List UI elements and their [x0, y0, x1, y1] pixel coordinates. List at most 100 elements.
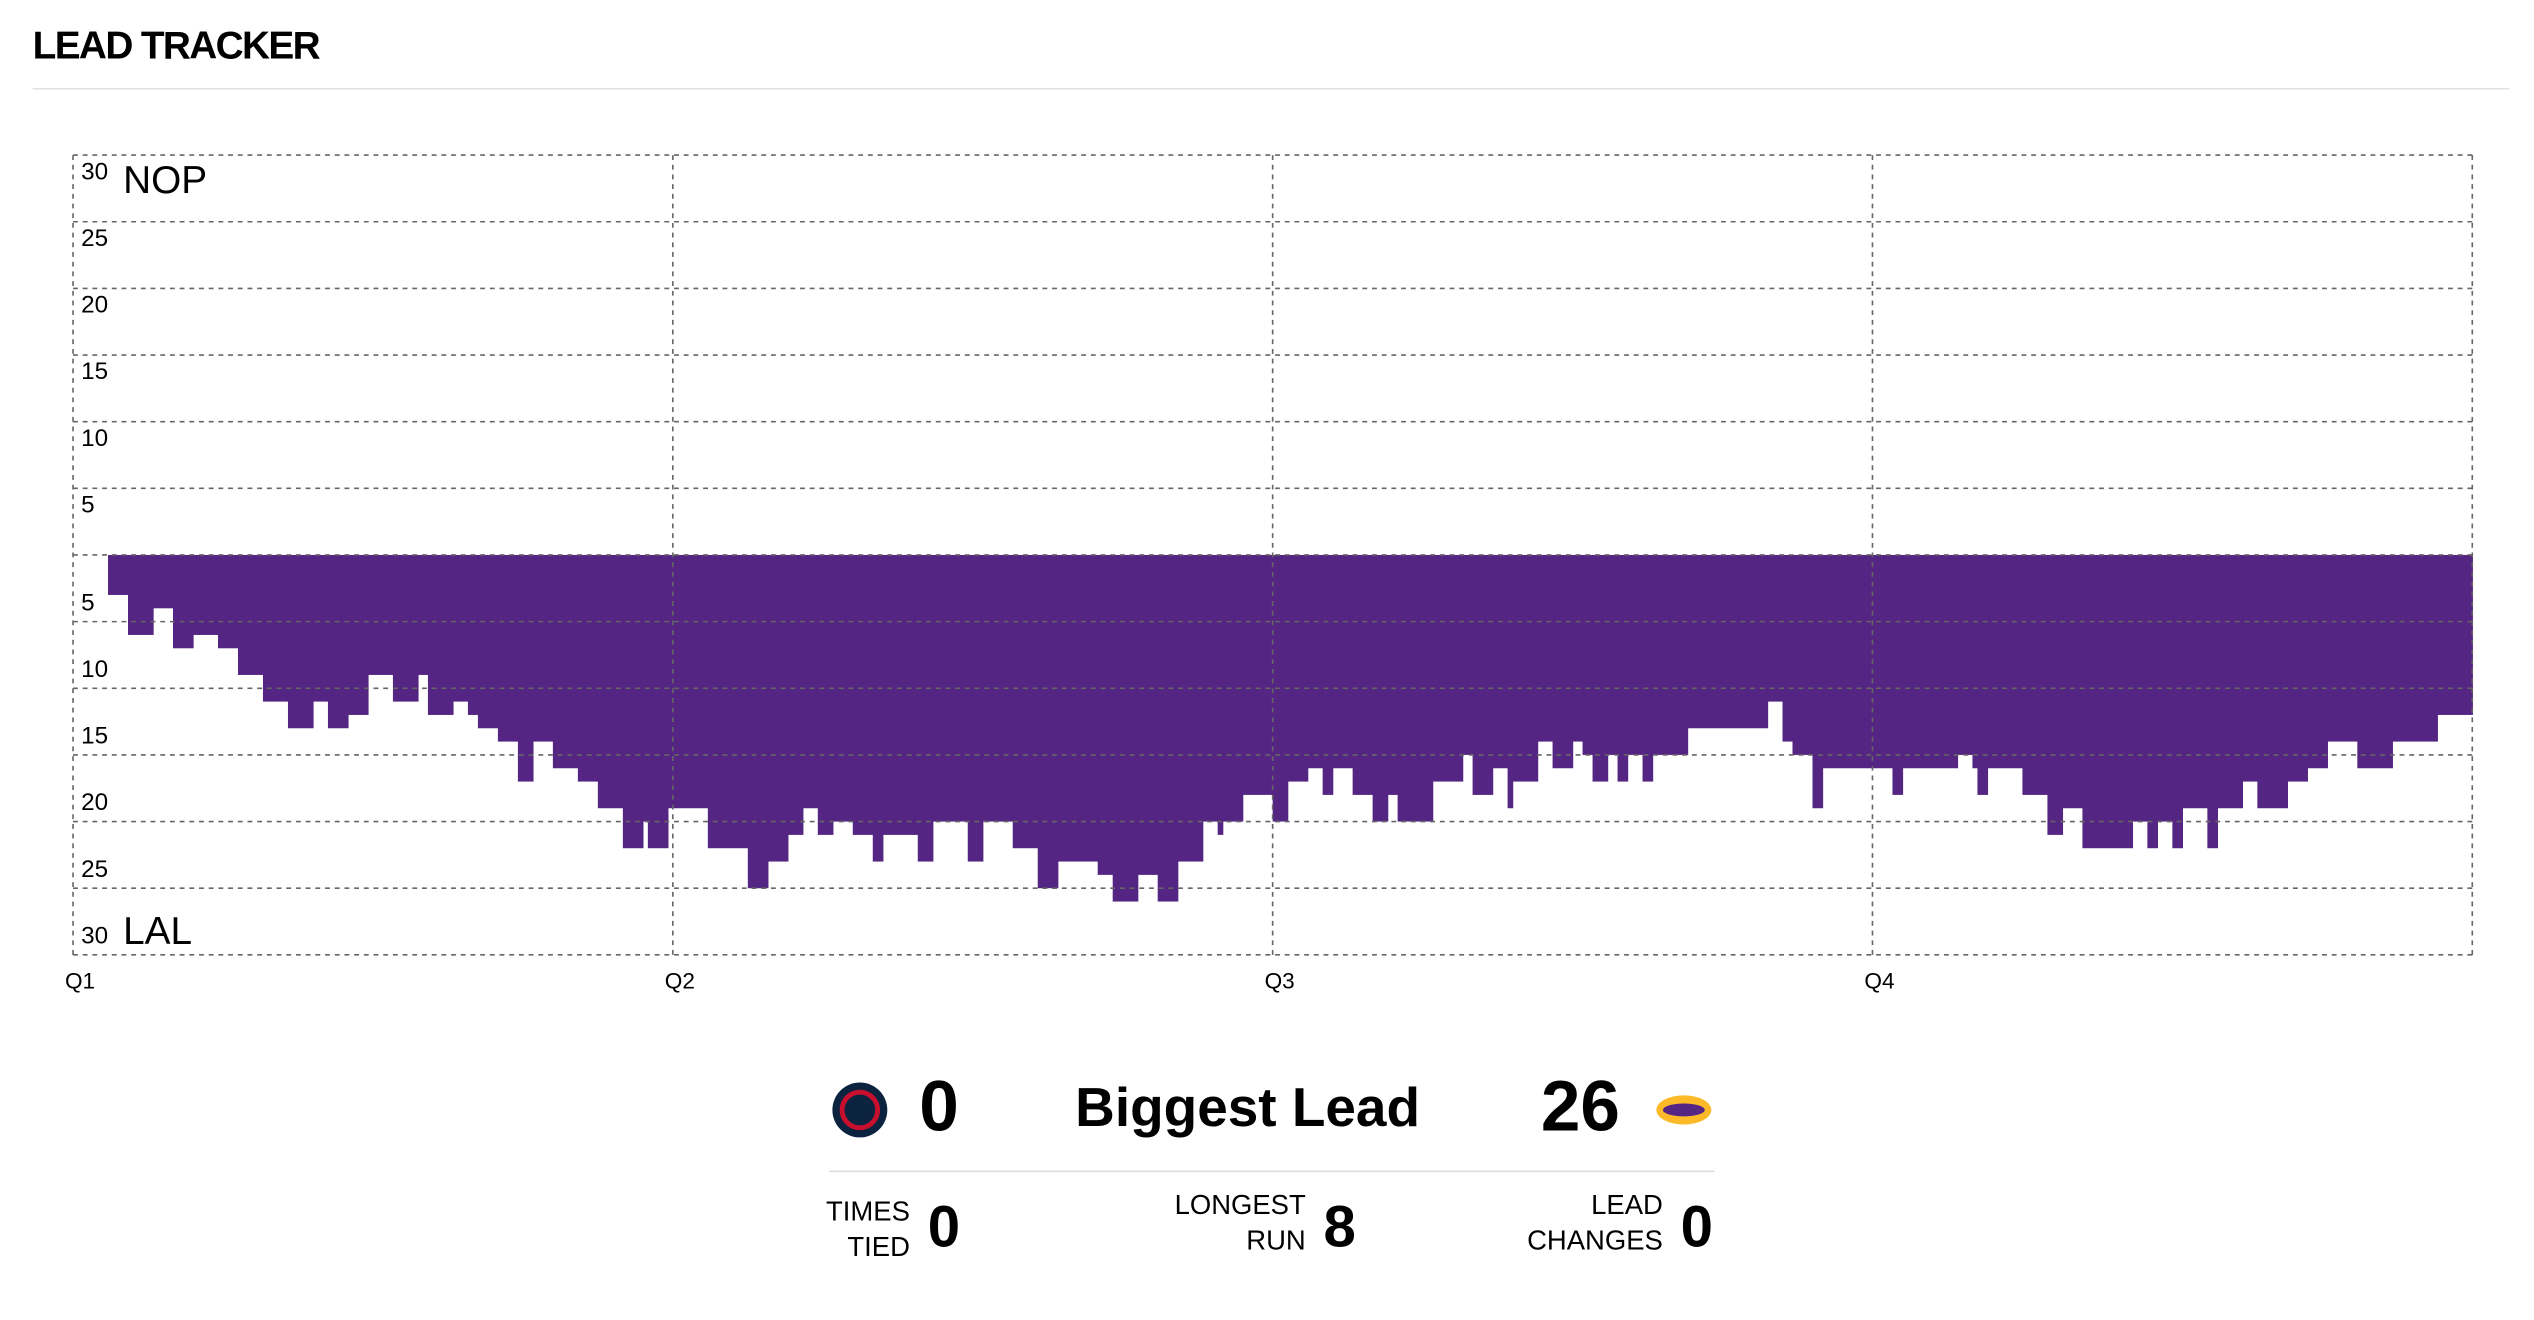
lead-step [1242, 554, 1274, 795]
stat-label: RUN [1246, 1225, 1305, 1256]
lead-step [667, 554, 709, 809]
lead-step [152, 554, 174, 609]
x-tick-label: Q1 [65, 968, 95, 993]
lead-step [532, 554, 554, 742]
y-tick-label: 30 [81, 922, 108, 949]
lead-step [1642, 554, 1654, 782]
team-bottom: LAL [123, 910, 192, 953]
lead-step [552, 554, 579, 769]
lead-step [1512, 554, 1539, 782]
stat-value: 8 [1324, 1194, 1356, 1259]
y-tick-label: 25 [81, 225, 108, 252]
y-tick-label: 20 [81, 789, 108, 816]
lead-step [882, 554, 919, 835]
lead-step [2147, 554, 2159, 849]
lal-logo-band [1662, 1103, 1705, 1117]
lead-step [217, 554, 239, 649]
lead-step [2182, 554, 2209, 809]
lead-step [1507, 554, 1514, 809]
lead-step [1037, 554, 1059, 889]
home-biggest-lead: 0 [919, 1067, 959, 1146]
lead-step [2172, 554, 2184, 849]
lead-step [967, 554, 984, 862]
lead-step [327, 554, 349, 729]
lead-step [1822, 554, 1894, 769]
lead-step [1307, 554, 1324, 769]
lead-step [1987, 554, 2024, 769]
lead-step [172, 554, 194, 649]
lead-step [1112, 554, 1139, 902]
lead-step [787, 554, 804, 835]
lead-step [577, 554, 599, 782]
lead-step [2242, 554, 2258, 782]
lead-step [1812, 554, 1824, 809]
lead-step [802, 554, 819, 809]
y-tick-label: 20 [81, 292, 108, 319]
lead-step [192, 554, 219, 635]
lead-step [392, 554, 419, 702]
lead-step [2437, 554, 2473, 715]
lead-step [622, 554, 644, 849]
lead-step [497, 554, 519, 742]
lead-step [367, 554, 394, 675]
x-tick-label: Q4 [1864, 968, 1894, 993]
lead-step [1977, 554, 1989, 795]
lead-step [2082, 554, 2134, 849]
lead-step [1322, 554, 1334, 795]
lead-step [1687, 554, 1769, 729]
lead-step [1902, 554, 1959, 769]
lead-step [2357, 554, 2393, 769]
lead-step [237, 554, 264, 675]
lead-step [2392, 554, 2438, 742]
lead-step [1492, 554, 1509, 769]
lead-step [1057, 554, 1099, 862]
lead-step [1177, 554, 1204, 862]
lead-step [707, 554, 749, 849]
lead-step [312, 554, 329, 702]
lead-step [2217, 554, 2244, 809]
biggest-lead-title: Biggest Lead [1075, 1076, 1420, 1138]
lead-step [1782, 554, 1794, 742]
lead-step [1552, 554, 1574, 769]
y-tick-label: 30 [81, 158, 108, 185]
lead-step [1332, 554, 1354, 769]
lead-step [597, 554, 624, 809]
lead-step [2047, 554, 2064, 835]
away-biggest-lead: 26 [1541, 1067, 1620, 1146]
nop-logo-ring [839, 1089, 881, 1131]
lead-step [262, 554, 289, 702]
lead-step [1352, 554, 1374, 795]
stat-value: 0 [928, 1194, 960, 1259]
lead-step [1097, 554, 1114, 875]
lead-step [1627, 554, 1644, 755]
lead-step [2207, 554, 2219, 849]
y-tick-label: 5 [81, 492, 94, 519]
x-tick-label: Q2 [665, 968, 695, 993]
team-top: NOP [123, 159, 207, 202]
lead-step [872, 554, 884, 862]
stat-value: 0 [1681, 1194, 1713, 1259]
lead-step [1957, 554, 1974, 755]
lead-step [1592, 554, 1609, 782]
lead-step [2287, 554, 2308, 782]
lead-step [452, 554, 469, 702]
lead-chart: 30 25 20 15 10 5 5 10 15 20 25 30 Q1 Q2 Q3 Q4 NOP LAL [65, 154, 2474, 993]
y-tick-label: 25 [81, 856, 108, 883]
stat-label: TIMES [826, 1196, 910, 1227]
lead-step [1462, 554, 1474, 755]
lead-step [1572, 554, 1584, 742]
stat-label: CHANGES [1527, 1225, 1663, 1256]
lead-step [1137, 554, 1159, 875]
lead-step [108, 554, 129, 595]
lead-step [1972, 554, 1979, 769]
lead-step [852, 554, 874, 835]
lead-step [1617, 554, 1629, 782]
lead-step [287, 554, 314, 729]
lead-step [1582, 554, 1594, 755]
y-tick-label: 15 [81, 723, 108, 750]
lead-step [1472, 554, 1494, 795]
lead-step [1892, 554, 1904, 795]
lead-step [477, 554, 499, 729]
lead-step [1287, 554, 1309, 782]
